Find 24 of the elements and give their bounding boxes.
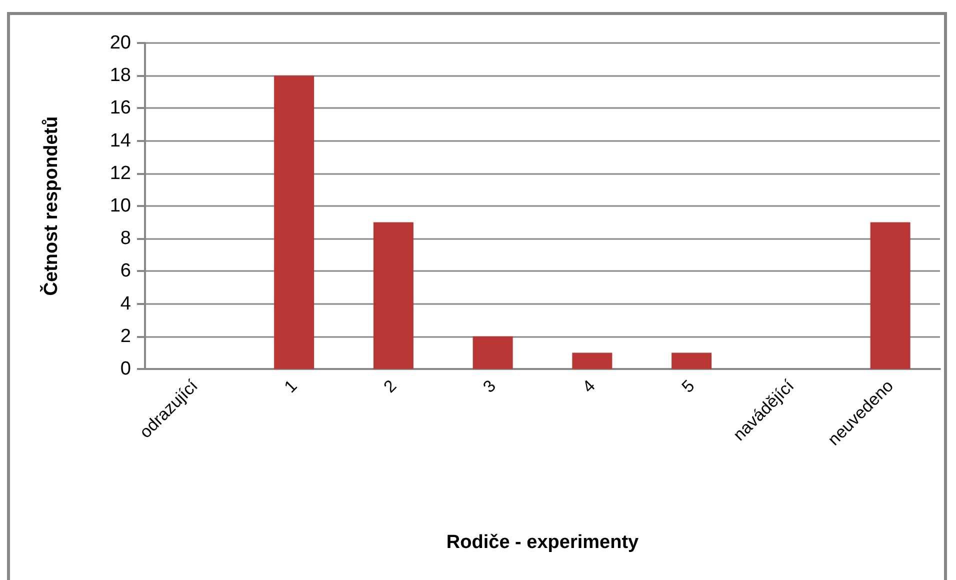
y-tick-label: 4 — [120, 293, 132, 314]
bar — [373, 222, 414, 369]
x-axis-title: Rodiče - experimenty — [446, 532, 640, 553]
y-tick-label: 16 — [110, 98, 131, 119]
bar — [472, 336, 513, 369]
y-tick-label: 18 — [110, 65, 131, 86]
bar — [870, 222, 910, 369]
y-tick-label: 20 — [110, 32, 131, 54]
y-tick-label: 12 — [110, 162, 131, 184]
y-tick-label: 14 — [110, 130, 132, 152]
bar — [672, 352, 712, 369]
x-tick-label: 5 — [678, 376, 698, 396]
y-tick-label: 0 — [120, 358, 131, 380]
x-tick-label: 4 — [578, 376, 599, 396]
x-tick-label: 3 — [479, 376, 500, 396]
x-tick-label: 1 — [280, 376, 301, 396]
bar — [572, 352, 612, 369]
y-tick-label: 6 — [120, 260, 131, 282]
bar — [274, 76, 314, 369]
y-axis-title: Četnost respondetů — [39, 116, 62, 296]
x-tick-label: 2 — [380, 376, 400, 396]
y-tick-label: 10 — [110, 196, 131, 216]
y-tick-label: 2 — [120, 326, 131, 347]
y-tick-label: 8 — [120, 228, 131, 250]
